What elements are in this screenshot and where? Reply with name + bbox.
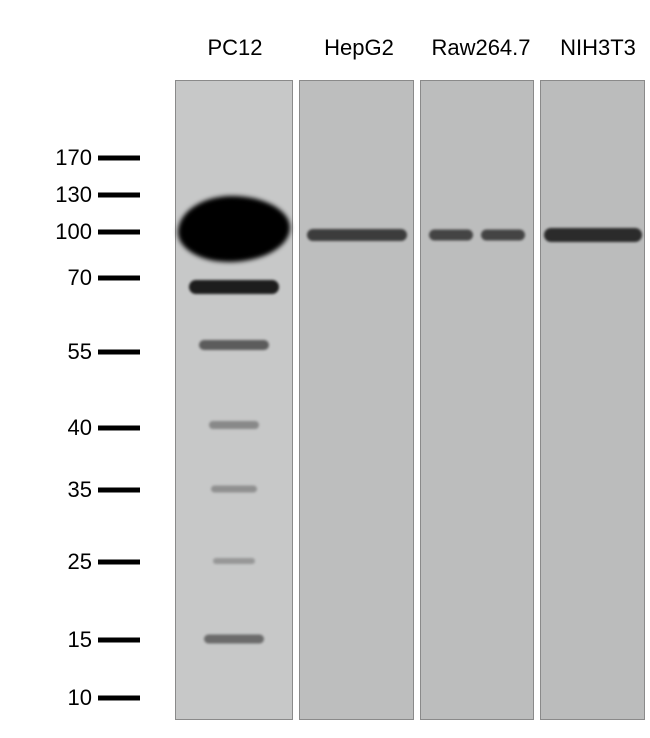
lane-labels-row: PC12HepG2Raw264.7NIH3T3	[175, 35, 645, 75]
blot-lane	[175, 80, 293, 720]
lane-label: PC12	[175, 35, 295, 61]
blot-band	[213, 558, 255, 564]
lane-label: HepG2	[301, 35, 417, 61]
mw-label: 35	[42, 477, 92, 503]
mw-label: 40	[42, 415, 92, 441]
lane-label: Raw264.7	[423, 35, 539, 61]
mw-label: 10	[42, 685, 92, 711]
blot-band	[209, 421, 259, 429]
mw-tick	[98, 156, 140, 161]
mw-label: 15	[42, 627, 92, 653]
blot-band	[199, 340, 269, 350]
western-blot-figure: PC12HepG2Raw264.7NIH3T3 1701301007055403…	[30, 20, 630, 720]
mw-label: 170	[42, 145, 92, 171]
blot-lane	[299, 80, 413, 720]
blot-lane	[540, 80, 645, 720]
blot-band	[481, 230, 525, 241]
blot-band	[211, 486, 257, 493]
blot-lane	[420, 80, 534, 720]
blot-band	[544, 228, 642, 242]
mw-label: 55	[42, 339, 92, 365]
mw-label: 100	[42, 219, 92, 245]
mw-tick	[98, 350, 140, 355]
mw-label: 70	[42, 265, 92, 291]
mw-tick	[98, 193, 140, 198]
blot-band	[307, 229, 407, 241]
blot-band	[429, 230, 473, 241]
mw-tick	[98, 696, 140, 701]
blot-band	[178, 196, 290, 262]
mw-tick	[98, 230, 140, 235]
blot-band	[189, 280, 279, 294]
mw-tick	[98, 426, 140, 431]
mw-tick	[98, 488, 140, 493]
molecular-weight-ladder: 170 130 100 70 55 40 35 25 15 10	[30, 80, 170, 720]
mw-tick	[98, 276, 140, 281]
blot-band	[204, 635, 264, 644]
mw-label: 25	[42, 549, 92, 575]
mw-tick	[98, 560, 140, 565]
lanes-container	[175, 80, 645, 720]
lane-label: NIH3T3	[545, 35, 650, 61]
mw-tick	[98, 638, 140, 643]
mw-label: 130	[42, 182, 92, 208]
